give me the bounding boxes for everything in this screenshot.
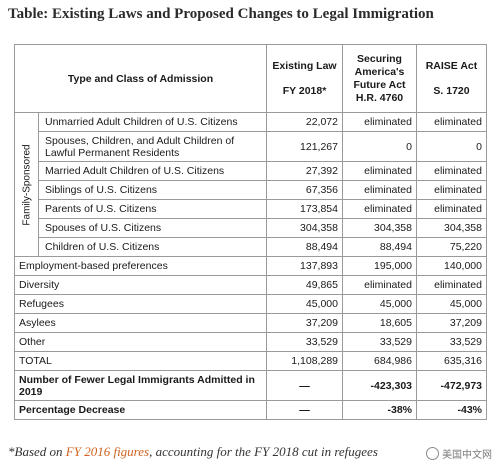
cell-securing: eliminated xyxy=(342,199,417,219)
total-row: TOTAL 1,108,289 684,986 635,316 xyxy=(14,351,487,371)
cell-existing: 49,865 xyxy=(266,275,343,295)
cell-raise: eliminated xyxy=(416,180,487,200)
header-raise-bill: S. 1720 xyxy=(433,84,470,97)
cell-raise: 75,220 xyxy=(416,237,487,257)
cell-existing: 304,358 xyxy=(266,218,343,238)
cell-raise: 33,529 xyxy=(416,332,487,352)
cell-raise: 45,000 xyxy=(416,294,487,314)
summary-row: Number of Fewer Legal Immigrants Admitte… xyxy=(14,370,487,401)
header-existing-name: Existing Law xyxy=(272,59,337,72)
cell-existing: — xyxy=(266,400,343,420)
row-label: Unmarried Adult Children of U.S. Citizen… xyxy=(38,112,267,132)
table-title: Table: Existing Laws and Proposed Change… xyxy=(8,6,434,22)
cell-securing: 304,358 xyxy=(342,218,417,238)
table-row: Asylees 37,209 18,605 37,209 xyxy=(14,313,487,333)
cell-securing: 18,605 xyxy=(342,313,417,333)
row-label: Siblings of U.S. Citizens xyxy=(38,180,267,200)
cell-securing: eliminated xyxy=(342,112,417,132)
header-securing-line3: Future Act xyxy=(353,78,406,91)
cell-securing: eliminated xyxy=(342,161,417,181)
row-label: Spouses of U.S. Citizens xyxy=(38,218,267,238)
row-label: Asylees xyxy=(14,313,267,333)
row-label: Number of Fewer Legal Immigrants Admitte… xyxy=(14,370,267,401)
row-label: Percentage Decrease xyxy=(14,400,267,420)
header-securing-act: Securing America's Future Act H.R. 4760 xyxy=(342,44,417,113)
cell-existing: 27,392 xyxy=(266,161,343,181)
cell-securing: 33,529 xyxy=(342,332,417,352)
table-row: Parents of U.S. Citizens 173,854 elimina… xyxy=(15,199,487,219)
row-label: Spouses, Children, and Adult Children of… xyxy=(38,131,267,162)
header-raise-name: RAISE Act xyxy=(425,59,478,72)
row-label: Children of U.S. Citizens xyxy=(38,237,267,257)
table-row: Spouses, Children, and Adult Children of… xyxy=(15,131,487,162)
table-row: Other 33,529 33,529 33,529 xyxy=(14,332,487,352)
cell-raise: 37,209 xyxy=(416,313,487,333)
header-securing-line1: Securing xyxy=(357,52,402,65)
footnote-link[interactable]: FY 2016 figures xyxy=(65,444,150,459)
cell-securing: eliminated xyxy=(342,275,417,295)
row-label: Parents of U.S. Citizens xyxy=(38,199,267,219)
header-securing-bill: H.R. 4760 xyxy=(355,91,404,104)
cell-raise: eliminated xyxy=(416,199,487,219)
family-sponsored-group: Family-Sponsored xyxy=(14,112,39,257)
cell-raise: eliminated xyxy=(416,112,487,132)
cell-raise: -472,973 xyxy=(416,370,487,401)
cell-existing: 37,209 xyxy=(266,313,343,333)
cell-raise: 304,358 xyxy=(416,218,487,238)
cell-existing: 137,893 xyxy=(266,256,343,276)
cell-existing: 67,356 xyxy=(266,180,343,200)
watermark-logo-icon xyxy=(426,447,439,460)
cell-securing: 88,494 xyxy=(342,237,417,257)
table-row: Diversity 49,865 eliminated eliminated xyxy=(14,275,487,295)
cell-raise: eliminated xyxy=(416,161,487,181)
cell-existing: 45,000 xyxy=(266,294,343,314)
cell-securing: eliminated xyxy=(342,180,417,200)
watermark-text: 美国中文网 xyxy=(442,450,492,461)
cell-securing: -38% xyxy=(342,400,417,420)
cell-raise: 635,316 xyxy=(416,351,487,371)
cell-existing: 88,494 xyxy=(266,237,343,257)
cell-existing: 173,854 xyxy=(266,199,343,219)
group-label: Family-Sponsored xyxy=(21,143,32,226)
cell-securing: 0 xyxy=(342,131,417,162)
footnote-prefix: *Based on xyxy=(8,444,66,459)
cell-existing: 22,072 xyxy=(266,112,343,132)
footnote-suffix: , accounting for the FY 2018 cut in refu… xyxy=(149,444,378,459)
cell-securing: 684,986 xyxy=(342,351,417,371)
table-row: Employment-based preferences 137,893 195… xyxy=(14,256,487,276)
header-securing-line2: America's xyxy=(354,65,405,78)
cell-existing: 33,529 xyxy=(266,332,343,352)
table-row: Spouses of U.S. Citizens 304,358 304,358… xyxy=(15,218,487,238)
cell-securing: 195,000 xyxy=(342,256,417,276)
footnote: *Based on FY 2016 figures, accounting fo… xyxy=(8,444,494,460)
table-row: Family-Sponsored Unmarried Adult Childre… xyxy=(14,112,487,257)
cell-raise: -43% xyxy=(416,400,487,420)
cell-raise: 140,000 xyxy=(416,256,487,276)
immigration-table: Type and Class of Admission Existing Law… xyxy=(14,44,487,420)
header-type: Type and Class of Admission xyxy=(14,44,267,113)
table-row: Married Adult Children of U.S. Citizens … xyxy=(15,161,487,181)
row-label: Other xyxy=(14,332,267,352)
row-label: Married Adult Children of U.S. Citizens xyxy=(38,161,267,181)
cell-securing: -423,303 xyxy=(342,370,417,401)
header-existing-law: Existing Law FY 2018* xyxy=(266,44,343,113)
table-row: Refugees 45,000 45,000 45,000 xyxy=(14,294,487,314)
row-label: Diversity xyxy=(14,275,267,295)
header-raise-act: RAISE Act S. 1720 xyxy=(416,44,487,113)
row-label: Refugees xyxy=(14,294,267,314)
row-label: Employment-based preferences xyxy=(14,256,267,276)
watermark: 美国中文网 xyxy=(426,446,492,461)
cell-raise: eliminated xyxy=(416,275,487,295)
header-existing-year: FY 2018* xyxy=(282,84,327,97)
cell-existing: 121,267 xyxy=(266,131,343,162)
table-row: Siblings of U.S. Citizens 67,356 elimina… xyxy=(15,180,487,200)
cell-securing: 45,000 xyxy=(342,294,417,314)
table-row: Children of U.S. Citizens 88,494 88,494 … xyxy=(15,237,487,257)
cell-existing: — xyxy=(266,370,343,401)
cell-raise: 0 xyxy=(416,131,487,162)
row-label: TOTAL xyxy=(14,351,267,371)
summary-row: Percentage Decrease — -38% -43% xyxy=(14,400,487,420)
cell-existing: 1,108,289 xyxy=(266,351,343,371)
